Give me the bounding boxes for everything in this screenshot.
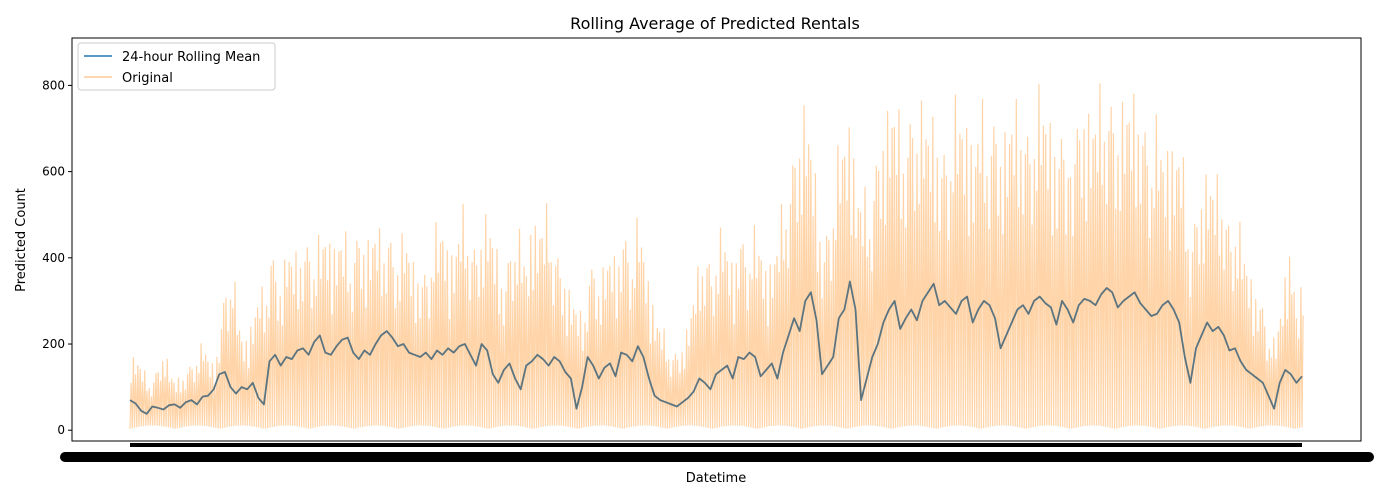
x-tick-marks — [130, 443, 1302, 447]
legend-label-original: Original — [122, 71, 173, 86]
legend: 24-hour Rolling Mean Original — [77, 42, 276, 91]
y-tick-label: 200 — [42, 337, 65, 351]
y-tick-label: 0 — [57, 423, 65, 437]
chart-title: Rolling Average of Predicted Rentals — [570, 14, 860, 33]
series-original-line — [129, 83, 1304, 429]
y-tick-label: 400 — [42, 251, 65, 265]
legend-label-rolling-mean: 24-hour Rolling Mean — [122, 50, 260, 65]
y-axis: 0 200 400 600 800 — [42, 78, 72, 437]
y-tick-label: 800 — [42, 78, 65, 92]
plot-area — [71, 37, 1362, 442]
x-axis — [60, 443, 1374, 462]
plot-frame — [71, 37, 1362, 442]
series-rolling-mean — [129, 280, 1303, 415]
x-axis-label: Datetime — [686, 471, 746, 486]
y-tick-label: 600 — [42, 165, 65, 179]
series-rolling-mean-line — [129, 280, 1303, 415]
legend-box — [77, 42, 276, 91]
y-axis-label: Predicted Count — [14, 188, 29, 292]
series-original — [129, 83, 1304, 429]
x-tick-labels — [60, 452, 1374, 462]
